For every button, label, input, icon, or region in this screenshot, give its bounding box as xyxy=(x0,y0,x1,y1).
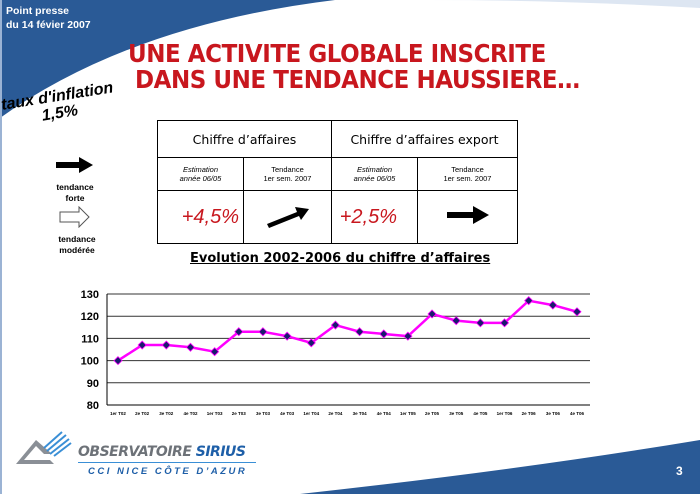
data-point xyxy=(137,340,147,350)
value-ca: +4,5% xyxy=(157,190,244,244)
data-point xyxy=(258,327,268,337)
sub-l1: Estimation xyxy=(182,165,218,174)
title-line1: UNE ACTIVITE GLOBALE INSCRITE xyxy=(128,39,546,68)
y-tick-label: 130 xyxy=(81,289,99,301)
x-tick-label: 2e T05 xyxy=(425,411,440,416)
data-point xyxy=(113,356,123,366)
sub-tendance-export: Tendance 1er sem. 2007 xyxy=(417,157,518,191)
arrow-up-right-icon xyxy=(243,190,332,244)
y-tick-label: 100 xyxy=(81,356,99,368)
legend-moderate-l1: tendance xyxy=(58,234,96,244)
header-ca-export: Chiffre d’affaires export xyxy=(331,120,518,158)
legend-strong: tendance forte xyxy=(40,182,110,204)
x-tick-label: 3e T04 xyxy=(353,411,368,416)
left-border xyxy=(0,0,2,494)
logo-subtitle: CCI NICE CÔTE D’AZUR xyxy=(88,466,248,477)
sub-estimation-export: Estimation année 06/05 xyxy=(331,157,418,191)
x-tick-label: 1er T05 xyxy=(400,411,416,416)
series-line xyxy=(117,299,578,362)
data-point xyxy=(210,347,220,357)
data-point xyxy=(355,327,365,337)
x-tick-label: 1er T03 xyxy=(207,411,223,416)
sub-l1: Tendance xyxy=(271,165,304,174)
arrow-right-icon xyxy=(417,190,518,244)
x-tick-label: 1er T06 xyxy=(497,411,513,416)
x-tick-label: 3e T02 xyxy=(159,411,174,416)
data-point xyxy=(403,331,413,341)
x-tick-label: 2e T04 xyxy=(328,411,343,416)
header-accent xyxy=(430,0,700,8)
data-point xyxy=(451,316,461,326)
data-point xyxy=(379,329,389,339)
legend-strong-l1: tendance xyxy=(56,182,94,192)
filled-arrow-icon xyxy=(56,157,93,173)
y-tick-label: 90 xyxy=(87,378,99,390)
legend-moderate-l2: modérée xyxy=(59,245,95,255)
data-point xyxy=(427,309,437,319)
data-point xyxy=(161,340,171,350)
sub-estimation-ca: Estimation année 06/05 xyxy=(157,157,244,191)
logo-divider xyxy=(78,462,256,463)
outline-arrow-icon xyxy=(59,206,90,228)
logo-name: OBSERVATOIRE SIRIUS xyxy=(78,444,246,460)
sub-l2: année 06/05 xyxy=(353,174,396,183)
sub-l2: 1er sem. 2007 xyxy=(443,174,492,183)
sirius-logo-icon xyxy=(16,431,72,464)
data-point xyxy=(185,342,196,352)
x-tick-label: 1er T04 xyxy=(303,411,319,416)
page-number: 3 xyxy=(676,464,683,478)
data-point xyxy=(234,327,244,337)
x-tick-label: 1er T02 xyxy=(110,411,126,416)
header-swoosh xyxy=(0,0,335,118)
y-tick-label: 120 xyxy=(81,311,99,323)
legend-strong-l2: forte xyxy=(65,193,85,203)
x-tick-label: 3e T06 xyxy=(546,411,561,416)
data-point xyxy=(548,300,558,310)
data-point xyxy=(306,338,316,348)
x-tick-label: 3e T05 xyxy=(449,411,464,416)
x-tick-label: 2e T03 xyxy=(232,411,247,416)
x-tick-label: 4e T02 xyxy=(183,411,198,416)
value-export: +2,5% xyxy=(331,190,418,244)
data-point xyxy=(524,296,534,306)
header-line1: Point presse xyxy=(6,5,70,17)
footer-swoosh xyxy=(300,440,700,494)
data-point xyxy=(499,318,510,328)
y-tick-label: 110 xyxy=(81,333,99,345)
x-tick-label: 4e T04 xyxy=(377,411,392,416)
x-tick-label: 4e T06 xyxy=(570,411,585,416)
x-tick-label: 3e T03 xyxy=(256,411,271,416)
y-tick-label: 80 xyxy=(87,400,99,412)
legend-moderate: tendance modérée xyxy=(42,234,112,256)
chart-title: Evolution 2002-2006 du chiffre d’affaire… xyxy=(190,251,491,266)
x-tick-label: 4e T05 xyxy=(473,411,488,416)
data-point xyxy=(282,331,292,341)
header-line2: du 14 févier 2007 xyxy=(6,19,91,31)
sub-l1: Tendance xyxy=(451,165,484,174)
logo-name-a: OBSERVATOIRE xyxy=(78,444,192,460)
indicators-table: Chiffre d’affaires Chiffre d’affaires ex… xyxy=(157,120,518,244)
sub-l2: année 06/05 xyxy=(179,174,222,183)
logo-name-b: SIRIUS xyxy=(195,444,246,460)
data-point xyxy=(330,320,340,330)
title-line2: DANS UNE TENDANCE HAUSSIERE… xyxy=(135,65,580,94)
x-tick-label: 2e T02 xyxy=(135,411,150,416)
data-point xyxy=(475,318,485,328)
sub-l1: Estimation xyxy=(356,165,392,174)
x-tick-label: 4e T03 xyxy=(280,411,295,416)
data-point xyxy=(572,307,582,317)
x-tick-label: 2e T06 xyxy=(522,411,537,416)
sub-l2: 1er sem. 2007 xyxy=(263,174,312,183)
